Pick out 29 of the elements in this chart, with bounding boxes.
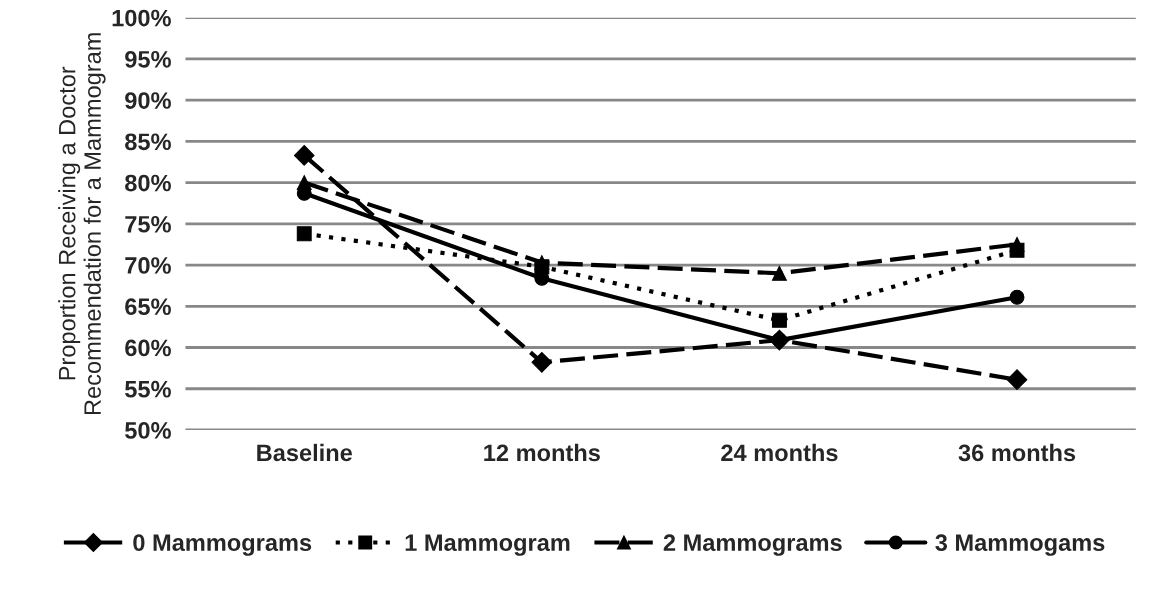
point [296,226,312,242]
legend-label: 1 Mammogram [405,534,570,556]
y-axis-title: Proportion Receiving a Doctor Recommendation for a Mammogram [58,33,106,415]
legend-label: 0 Mammograms [133,534,312,556]
x-tick-label: 12 months [484,443,600,462]
y-tick-label: 95% [125,50,171,68]
point [1009,289,1025,305]
y-tick-label: 55% [125,380,171,398]
point [771,312,787,328]
x-tick-label: Baseline [257,443,352,462]
point [293,145,315,166]
x-tick-label: 36 months [958,443,1076,462]
y-tick-label: 65% [125,298,171,316]
point [531,352,553,373]
point [771,265,787,281]
y-tick-label: 50% [125,422,171,439]
y-tick-label: 75% [125,215,171,233]
point [1006,369,1028,391]
y-tick-label: 100% [112,9,171,27]
point [1009,236,1025,252]
y-tick-label: 60% [125,339,171,357]
y-tick-label: 85% [125,133,171,151]
x-tick-label: 24 months [721,443,838,462]
y-tick-label: 70% [125,257,171,274]
y-tick-label: 80% [125,174,171,192]
point [534,255,550,271]
legend-label: 3 Mammogams [935,534,1105,556]
legend-label: 2 Mammograms [663,534,842,556]
y-tick-label: 90% [125,92,171,109]
